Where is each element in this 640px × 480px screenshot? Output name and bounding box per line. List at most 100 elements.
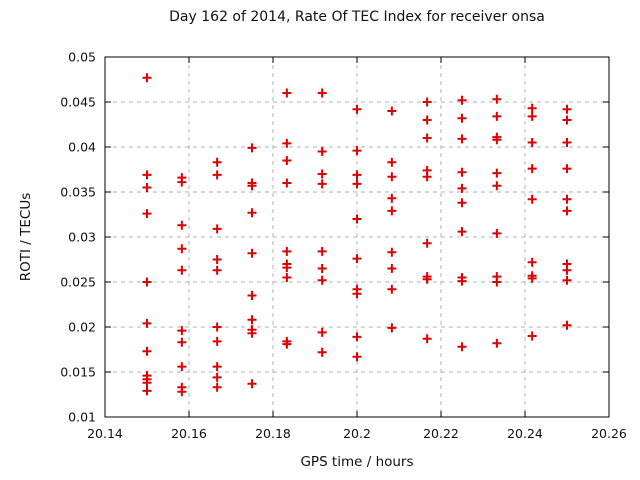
data-point-marker (142, 318, 152, 328)
data-point-marker (527, 138, 537, 147)
data-point-marker (247, 315, 257, 325)
data-point-marker (492, 111, 502, 121)
data-point-marker (352, 332, 362, 342)
data-point-marker (352, 170, 362, 180)
y-tick-label: 0.015 (60, 365, 96, 380)
data-point-marker (422, 274, 432, 284)
x-axis-label: GPS time / hours (300, 454, 413, 470)
data-point-marker (247, 181, 257, 191)
data-point-marker (317, 147, 327, 156)
data-point-marker (177, 177, 187, 187)
data-point-marker (212, 362, 222, 372)
data-point-marker (177, 362, 187, 372)
data-point-marker (212, 336, 222, 346)
y-tick-label: 0.025 (60, 275, 96, 290)
data-point-marker (142, 183, 152, 192)
y-tick-label: 0.03 (68, 230, 96, 245)
data-point-marker (562, 320, 572, 330)
data-point-marker (457, 134, 467, 144)
data-point-marker (457, 183, 467, 193)
x-tick-label: 20.2 (343, 426, 371, 441)
x-tick-label: 20.26 (591, 426, 627, 441)
data-point-marker (177, 265, 187, 275)
data-point-marker (282, 88, 292, 98)
data-point-marker (562, 115, 572, 125)
data-point-marker (317, 179, 327, 189)
data-point-marker (492, 228, 502, 238)
data-point-marker (352, 254, 362, 264)
data-point-marker (247, 143, 257, 153)
data-point-marker (387, 323, 397, 333)
data-point-marker (142, 277, 152, 287)
data-point-marker (387, 247, 397, 257)
data-point-marker (562, 164, 572, 174)
data-point-marker (317, 347, 327, 357)
data-point-marker (247, 291, 257, 300)
data-point-marker (457, 342, 467, 352)
x-tick-label: 20.16 (171, 426, 207, 441)
data-point-marker (177, 220, 187, 230)
data-point-marker (387, 264, 397, 273)
x-tick-label: 20.14 (87, 426, 123, 441)
data-point-marker (387, 172, 397, 182)
data-point-marker (247, 379, 257, 389)
data-point-marker (177, 337, 187, 347)
data-point-marker (527, 331, 537, 341)
data-point-marker (142, 378, 152, 388)
data-point-marker (527, 273, 537, 283)
data-point-marker (492, 135, 502, 145)
data-point-marker (282, 156, 292, 165)
y-tick-label: 0.04 (68, 140, 96, 155)
data-point-marker (177, 387, 187, 397)
data-point-marker (457, 227, 467, 237)
data-point-marker (282, 339, 292, 349)
y-tick-label: 0.02 (68, 320, 96, 335)
data-point-marker (282, 273, 292, 282)
data-point-marker (387, 193, 397, 203)
data-point-marker (247, 328, 257, 338)
data-point-marker (387, 284, 397, 294)
data-point-marker (562, 104, 572, 114)
x-tick-label: 20.24 (507, 426, 543, 441)
data-point-marker (387, 157, 397, 167)
data-point-marker (212, 265, 222, 275)
data-point-marker (492, 94, 502, 104)
y-axis-label: ROTI / TECUs (18, 193, 34, 281)
data-point-marker (317, 246, 327, 256)
data-point-marker (177, 244, 187, 254)
data-point-marker (527, 103, 537, 113)
data-point-marker (562, 194, 572, 204)
data-point-marker (142, 209, 152, 219)
data-point-marker (562, 138, 572, 147)
data-point-marker (492, 168, 502, 178)
data-point-marker (422, 97, 432, 107)
data-point-marker (282, 138, 292, 148)
y-tick-label: 0.045 (60, 95, 96, 110)
data-point-marker (457, 198, 467, 208)
data-point-marker (527, 111, 537, 121)
data-point-marker (352, 146, 362, 156)
data-point-marker (457, 95, 467, 105)
data-point-marker (212, 224, 222, 234)
data-point-marker (352, 289, 362, 299)
data-point-marker (317, 88, 327, 98)
data-point-marker (177, 326, 187, 336)
data-point-marker (282, 246, 292, 256)
data-point-marker (562, 265, 572, 275)
data-point-marker (212, 157, 222, 167)
data-point-marker (422, 133, 432, 143)
data-point-marker (352, 352, 362, 362)
data-point-marker (422, 172, 432, 182)
data-point-marker (142, 170, 152, 180)
data-point-marker (352, 104, 362, 114)
data-point-marker (212, 372, 222, 382)
data-point-marker (562, 275, 572, 285)
data-point-marker (422, 115, 432, 125)
data-point-marker (142, 73, 152, 83)
data-point-marker (527, 164, 537, 174)
x-tick-label: 20.18 (255, 426, 291, 441)
data-point-marker (212, 170, 222, 180)
data-point-marker (247, 248, 257, 258)
